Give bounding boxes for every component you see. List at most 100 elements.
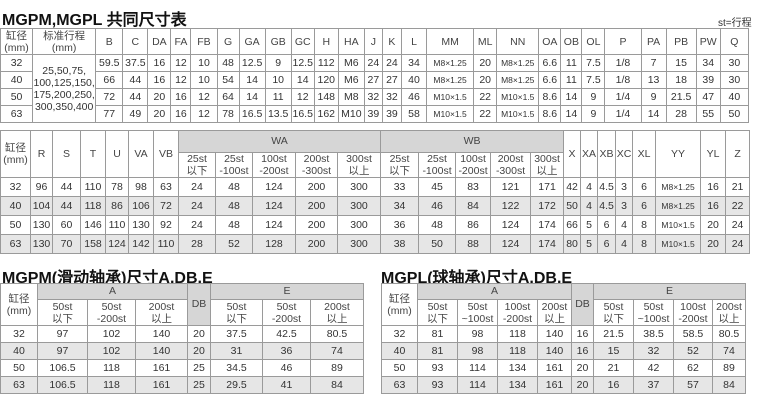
cell: 63: [381, 376, 418, 394]
cell: 78: [105, 177, 129, 197]
cell: 28: [178, 234, 216, 254]
cell: 93: [417, 359, 458, 377]
table-row: 50 93 114 134 161 20 21 42 62 89: [381, 359, 747, 377]
mgpl-table: 缸径 (mm) A DB E 50st 以下 50st ~100st 100st -200s…: [381, 283, 747, 394]
mgpm-title: MGPM(滑动轴承)尺寸A,DB,E: [2, 270, 213, 287]
column-header: XB: [597, 130, 617, 178]
cell: 44: [122, 88, 149, 106]
column-header: HA: [337, 28, 365, 55]
sub-header: 200st 以上: [310, 299, 364, 326]
cell: 106.5: [37, 359, 88, 377]
cell: 37: [633, 376, 675, 394]
dimensions-table-2: 缸径 (mm) R S T U VA VB WA WB X XA XB XC XL YY YL Z 25st 以下…: [0, 130, 751, 254]
cell: 40: [400, 71, 428, 89]
sub-header: 25st -100st: [418, 152, 457, 178]
cell: 50: [381, 359, 418, 377]
column-header: XC: [615, 130, 634, 178]
column-header: YY: [655, 130, 702, 178]
sub-header: 50st 以下: [210, 299, 263, 326]
cell: 38.5: [633, 325, 675, 343]
cell: 9: [264, 54, 292, 72]
cell: 10: [190, 54, 218, 72]
cell: 140: [536, 342, 573, 360]
cell: 1/4: [604, 105, 642, 123]
cell: 20: [147, 105, 172, 123]
cell: 110: [80, 177, 106, 197]
sub-header: 200st 以上: [536, 299, 573, 326]
column-header: XA: [580, 130, 599, 178]
table-row: 40 66 44 16 12 10 54 14 10 14 120 M6 27 27 40 M8×1.25 20…: [0, 71, 750, 89]
cell: 1/4: [604, 88, 642, 106]
column-header: FB: [190, 28, 218, 55]
cell: 20: [147, 88, 172, 106]
sub-header: 50st 以下: [37, 299, 88, 326]
cell: 158: [80, 234, 106, 254]
cell: 78: [216, 105, 240, 123]
cell: 4: [580, 196, 599, 216]
cell: 134: [497, 376, 538, 394]
cell: 174: [530, 215, 565, 235]
cell: 37.5: [210, 325, 263, 343]
cell: 24: [178, 215, 216, 235]
table-row: 32 25,50,75, 100,125,150, 175,200,250, 30…: [0, 54, 750, 123]
cell: 124: [105, 234, 129, 254]
column-header: X: [563, 130, 582, 178]
cell: 20: [571, 359, 595, 377]
cell: 12.5: [238, 54, 266, 72]
common-dimensions-table: 缸径 (mm) 标准行程 (mm) B C DA FA FB G GA GB GC H HA J K L MM M…: [0, 28, 750, 123]
cell: 32: [0, 54, 34, 72]
cell: 27: [363, 71, 383, 89]
column-header: PB: [665, 28, 697, 55]
cell: 7.5: [581, 71, 606, 89]
cell: 72: [153, 196, 179, 216]
cell: 200: [295, 177, 338, 197]
cell: 9: [581, 88, 606, 106]
cell: 8.6: [538, 105, 562, 123]
cell: 16: [571, 342, 595, 360]
cell: 40: [0, 71, 34, 89]
cell: M10×1.5: [426, 88, 475, 106]
table-row: 63 106.5 118 161 25 29.5 41 84: [0, 376, 364, 394]
cell: 6.6: [538, 54, 562, 72]
cell: 30: [719, 54, 750, 72]
cell: 50: [719, 105, 750, 123]
cell: 128: [252, 234, 296, 254]
cell: 5: [580, 215, 599, 235]
column-header: 标准行程 (mm): [32, 28, 97, 55]
cell: 63: [153, 177, 179, 197]
group-header: E: [210, 283, 364, 300]
cell: 32: [381, 88, 402, 106]
column-header: 缸径 (mm): [0, 283, 38, 326]
cell: 14: [238, 88, 266, 106]
column-header: T: [80, 130, 106, 178]
sub-header: 200st 以上: [712, 299, 747, 326]
cell: 161: [135, 359, 188, 377]
cell: 142: [128, 234, 154, 254]
table-row: 50 72 44 20 16 12 64 14 11 12 148 M8 32 32 46 M10×1.5 22…: [0, 88, 750, 106]
sub-header: 100st -200st: [673, 299, 714, 326]
cell: 174: [530, 234, 565, 254]
group-header: A: [37, 283, 188, 300]
cell: 161: [536, 376, 573, 394]
cell: 146: [80, 215, 106, 235]
cell: 80.5: [712, 325, 747, 343]
cell: 20: [187, 342, 211, 360]
cell: 72: [95, 88, 124, 106]
cell: 66: [563, 215, 582, 235]
cell: 14: [238, 71, 266, 89]
cell: 134: [497, 359, 538, 377]
cell: 4.5: [597, 177, 617, 197]
column-header: B: [95, 28, 124, 55]
cell: 12.5: [290, 54, 315, 72]
cell: 44: [52, 196, 81, 216]
cell: 74: [310, 342, 364, 360]
cell: 10: [190, 71, 218, 89]
cell: 60: [52, 215, 81, 235]
column-header: PA: [640, 28, 667, 55]
cell: 52: [215, 234, 253, 254]
cell: 39: [363, 105, 383, 123]
cell: 300: [336, 215, 382, 235]
column-header: VB: [153, 130, 179, 178]
cell: 21.5: [665, 88, 697, 106]
common-dimensions-title: MGPM,MGPL 共同尺寸表: [2, 12, 187, 29]
